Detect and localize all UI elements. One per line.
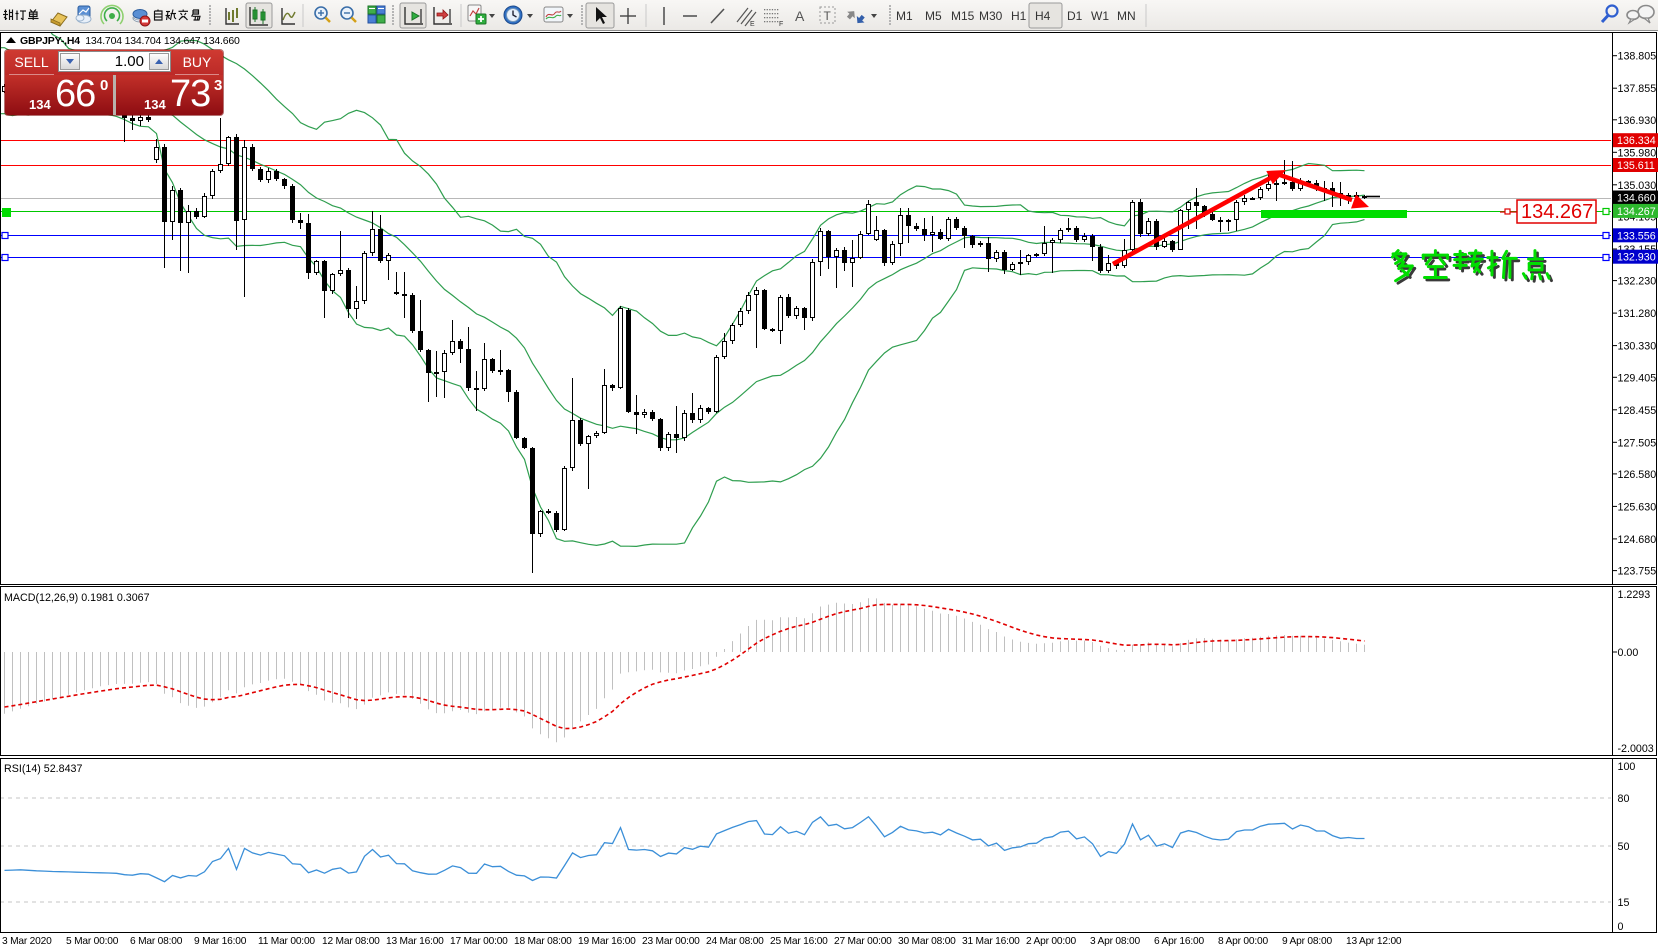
svg-text:135.611: 135.611 — [1617, 160, 1655, 172]
svg-text:H4: H4 — [1035, 9, 1051, 23]
svg-text:D1: D1 — [1067, 9, 1083, 23]
svg-text:133.556: 133.556 — [1617, 230, 1656, 242]
svg-text:9 Mar 16:00: 9 Mar 16:00 — [194, 936, 247, 947]
svg-text:2 Apr 00:00: 2 Apr 00:00 — [1026, 936, 1076, 947]
svg-text:A: A — [795, 8, 805, 24]
svg-text:M1: M1 — [896, 9, 913, 23]
svg-text:13 Apr 12:00: 13 Apr 12:00 — [1346, 936, 1402, 947]
svg-text:H1: H1 — [1011, 9, 1027, 23]
svg-text:131.280: 131.280 — [1618, 308, 1657, 320]
svg-text:MN: MN — [1117, 9, 1136, 23]
svg-text:19 Mar 16:00: 19 Mar 16:00 — [578, 936, 636, 947]
svg-text:T: T — [824, 9, 832, 23]
svg-text:15: 15 — [1618, 897, 1630, 909]
svg-text:134.267: 134.267 — [1521, 201, 1593, 223]
svg-text:123.755: 123.755 — [1618, 566, 1657, 578]
svg-text:13 Mar 16:00: 13 Mar 16:00 — [386, 936, 444, 947]
svg-text:135.030: 135.030 — [1618, 180, 1657, 192]
svg-text:-2.0003: -2.0003 — [1618, 743, 1654, 755]
svg-text:136.930: 136.930 — [1618, 115, 1657, 127]
svg-text:130.330: 130.330 — [1618, 341, 1657, 353]
svg-text:134.267: 134.267 — [1617, 206, 1656, 218]
svg-text:124.680: 124.680 — [1618, 534, 1657, 546]
svg-text:E: E — [750, 21, 755, 28]
svg-text:0.00: 0.00 — [1618, 647, 1639, 659]
svg-text:127.505: 127.505 — [1618, 437, 1657, 449]
svg-text:6 Apr 16:00: 6 Apr 16:00 — [1154, 936, 1204, 947]
svg-text:135.980: 135.980 — [1618, 147, 1657, 159]
svg-text:12 Mar 08:00: 12 Mar 08:00 — [322, 936, 380, 947]
svg-text:132.230: 132.230 — [1618, 276, 1657, 288]
svg-text:3 Mar 2020: 3 Mar 2020 — [2, 936, 52, 947]
svg-text:18 Mar 08:00: 18 Mar 08:00 — [514, 936, 572, 947]
svg-text:5 Mar 00:00: 5 Mar 00:00 — [66, 936, 119, 947]
svg-text:138.805: 138.805 — [1618, 51, 1657, 63]
svg-text:80: 80 — [1618, 793, 1630, 805]
svg-text:M5: M5 — [925, 9, 942, 23]
svg-text:134.660: 134.660 — [1617, 193, 1656, 205]
svg-text:24 Mar 08:00: 24 Mar 08:00 — [706, 936, 764, 947]
svg-text:W1: W1 — [1091, 9, 1109, 23]
svg-text:136.334: 136.334 — [1617, 135, 1656, 147]
svg-text:23 Mar 00:00: 23 Mar 00:00 — [642, 936, 700, 947]
svg-text:100: 100 — [1618, 761, 1636, 773]
svg-text:137.855: 137.855 — [1618, 83, 1657, 95]
svg-text:31 Mar 16:00: 31 Mar 16:00 — [962, 936, 1020, 947]
svg-text:125.630: 125.630 — [1618, 501, 1657, 513]
svg-text:126.580: 126.580 — [1618, 469, 1657, 481]
svg-text:129.405: 129.405 — [1618, 372, 1657, 384]
svg-text:M15: M15 — [951, 9, 975, 23]
svg-text:50: 50 — [1618, 841, 1630, 853]
svg-text:25 Mar 16:00: 25 Mar 16:00 — [770, 936, 828, 947]
svg-text:128.455: 128.455 — [1618, 405, 1657, 417]
svg-text:RSI(14) 52.8437: RSI(14) 52.8437 — [4, 763, 82, 775]
svg-text:F: F — [779, 21, 783, 28]
svg-text:1.2293: 1.2293 — [1618, 589, 1651, 601]
svg-text:MACD(12,26,9) 0.1981 0.3067: MACD(12,26,9) 0.1981 0.3067 — [4, 592, 150, 604]
svg-text:9 Apr 08:00: 9 Apr 08:00 — [1282, 936, 1332, 947]
svg-text:3 Apr 08:00: 3 Apr 08:00 — [1090, 936, 1140, 947]
svg-text:6 Mar 08:00: 6 Mar 08:00 — [130, 936, 183, 947]
svg-text:17 Mar 00:00: 17 Mar 00:00 — [450, 936, 508, 947]
svg-text:27 Mar 00:00: 27 Mar 00:00 — [834, 936, 892, 947]
svg-text:8 Apr 00:00: 8 Apr 00:00 — [1218, 936, 1268, 947]
svg-text:M30: M30 — [979, 9, 1003, 23]
svg-text:132.930: 132.930 — [1617, 252, 1656, 264]
svg-text:0: 0 — [1618, 921, 1624, 933]
svg-text:30 Mar 08:00: 30 Mar 08:00 — [898, 936, 956, 947]
svg-text:11 Mar 00:00: 11 Mar 00:00 — [258, 936, 315, 947]
